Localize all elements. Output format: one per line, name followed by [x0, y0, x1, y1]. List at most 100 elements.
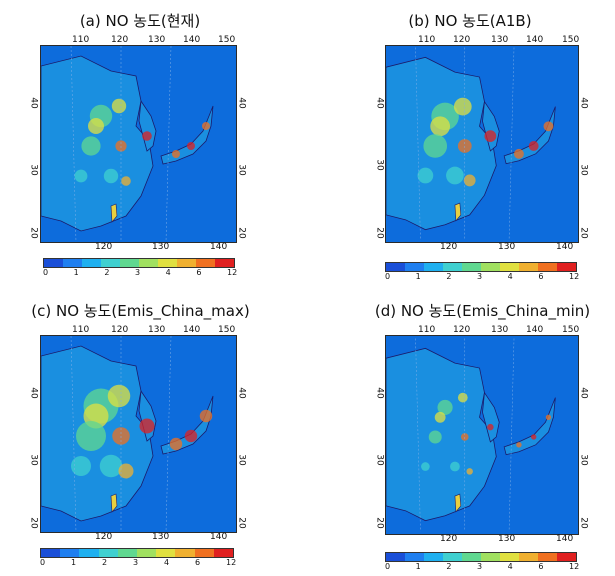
left-tick: 20 [28, 517, 39, 529]
bottom-tick: 130 [498, 534, 516, 544]
colorbar-label: 6 [538, 272, 544, 281]
right-tick: 20 [236, 227, 247, 239]
colorbar-swatch [538, 263, 557, 271]
colorbar-swatch [137, 549, 157, 557]
concentration-hotspot [453, 97, 472, 116]
colorbar-swatch [41, 549, 61, 557]
concentration-hotspot [118, 463, 134, 479]
bottom-tick: 120 [440, 534, 458, 544]
top-tick: 130 [148, 35, 166, 45]
concentration-hotspot [88, 118, 104, 134]
bottom-tick: 130 [498, 242, 516, 252]
top-tick: 120 [453, 325, 471, 335]
concentration-hotspot [423, 134, 448, 158]
top-tick: 150 [562, 325, 580, 335]
left-tick: 20 [374, 517, 385, 529]
meridian-line [70, 336, 77, 532]
land-taiwan [454, 202, 462, 222]
top-tick: 150 [218, 325, 236, 335]
colorbar-label: 4 [507, 272, 513, 281]
colorbar-swatch [557, 553, 576, 561]
colorbar-label: 1 [415, 562, 421, 571]
meridian-line [508, 338, 515, 532]
right-tick: 40 [578, 387, 589, 399]
concentration-hotspot [421, 462, 430, 471]
colorbar-swatch [60, 549, 80, 557]
left-tick: 30 [28, 454, 39, 466]
colorbar-swatch [481, 553, 500, 561]
bottom-tick: 140 [210, 242, 228, 252]
meridian-line [415, 47, 421, 241]
colorbar-label: 12 [227, 268, 238, 277]
top-tick: 110 [72, 35, 90, 45]
panel-a: (a) NO 농도(현재) 110 120 130 140 150 40 30 … [0, 0, 300, 285]
colorbar-label: 12 [226, 558, 237, 567]
colorbar-swatch [158, 259, 177, 267]
bottom-tick: 120 [95, 532, 113, 542]
concentration-hotspot [484, 130, 497, 143]
colorbar-swatch [557, 263, 576, 271]
right-tick: 40 [236, 97, 247, 109]
left-tick: 30 [28, 164, 39, 176]
concentration-hotspot [172, 150, 180, 158]
meridian-line [165, 336, 172, 532]
colorbar-swatch [424, 553, 443, 561]
colorbar-label: 6 [538, 562, 544, 571]
colorbar-swatch [79, 549, 99, 557]
colorbar-swatch [386, 263, 405, 271]
colorbar-label: 6 [195, 558, 201, 567]
colorbar-swatch [405, 263, 424, 271]
map-b [385, 45, 579, 243]
colorbar-swatch [194, 549, 214, 557]
colorbar-label: 4 [507, 562, 513, 571]
colorbar-label: 3 [477, 272, 483, 281]
right-tick: 30 [578, 454, 589, 466]
colorbar-swatch [500, 553, 519, 561]
concentration-hotspot [111, 98, 127, 114]
colorbar-swatch [215, 259, 234, 267]
colorbar-label: 4 [165, 268, 171, 277]
top-tick: 150 [562, 35, 580, 45]
right-tick: 20 [236, 517, 247, 529]
top-tick: 140 [526, 325, 544, 335]
left-tick: 30 [374, 159, 385, 171]
bottom-tick: 130 [152, 242, 170, 252]
colorbar-swatch [98, 549, 118, 557]
bottom-tick: 130 [152, 532, 170, 542]
right-tick: 20 [578, 227, 589, 239]
colorbar-a [43, 258, 235, 268]
left-tick: 40 [28, 97, 39, 109]
colorbar-label: 2 [104, 268, 110, 277]
concentration-hotspot [417, 167, 434, 184]
concentration-hotspot [434, 411, 446, 423]
colorbar-swatch [156, 549, 176, 557]
right-tick: 30 [236, 454, 247, 466]
concentration-hotspot [139, 418, 155, 434]
colorbar-d [385, 552, 577, 562]
colorbar-label: 4 [164, 558, 170, 567]
concentration-hotspot [543, 121, 554, 132]
bottom-tick: 140 [556, 242, 574, 252]
concentration-hotspot [516, 442, 522, 448]
panel-c-title: (c) NO 농도(Emis_China_max) [31, 302, 250, 320]
concentration-hotspot [187, 142, 195, 150]
map-c [40, 335, 237, 533]
top-tick: 110 [418, 35, 436, 45]
bottom-tick: 120 [95, 242, 113, 252]
top-tick: 120 [111, 325, 129, 335]
panel-b: (b) NO 농도(A1B) 110 120 130 140 150 40 30… [340, 0, 615, 285]
land-korea [138, 99, 157, 152]
left-tick: 40 [374, 387, 385, 399]
top-tick: 130 [491, 325, 509, 335]
left-tick: 40 [28, 387, 39, 399]
right-tick: 40 [578, 97, 589, 109]
panel-a-title: (a) NO 농도(현재) [79, 12, 201, 30]
concentration-hotspot [76, 421, 106, 451]
top-tick: 150 [218, 35, 236, 45]
top-tick: 130 [491, 35, 509, 45]
colorbar-swatch [44, 259, 63, 267]
panel-d: (d) NO 농도(Emis_China_min) 110 120 130 14… [340, 290, 615, 576]
top-tick: 120 [453, 35, 471, 45]
left-tick: 20 [28, 227, 39, 239]
right-tick: 40 [236, 387, 247, 399]
